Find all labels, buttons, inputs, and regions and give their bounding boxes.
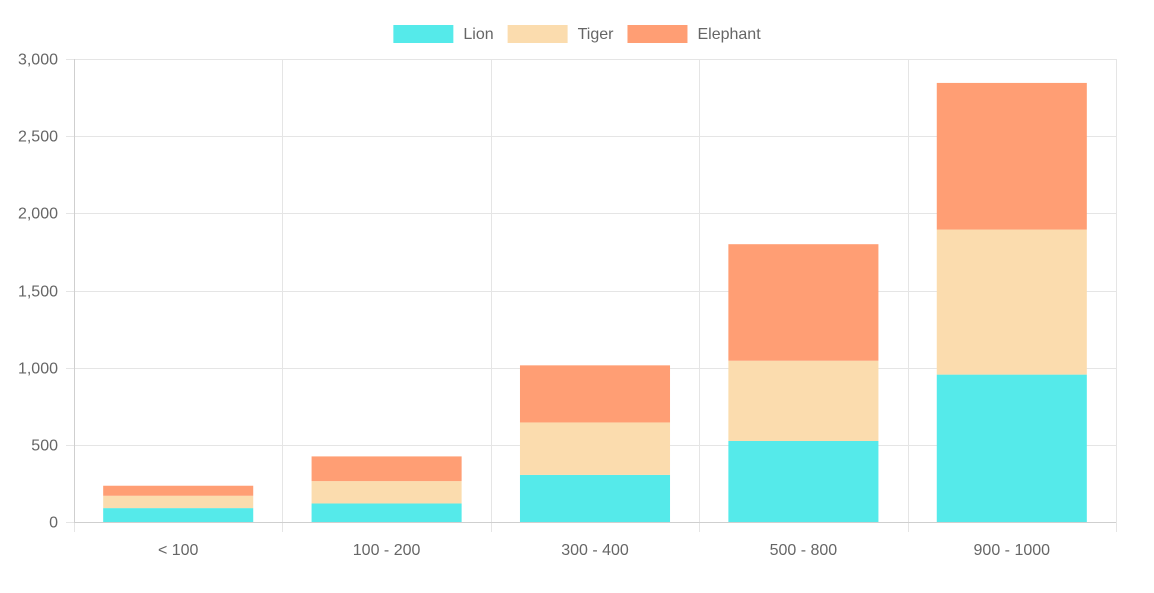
legend: Lion Tiger Elephant	[393, 25, 761, 43]
axis-layer: 0 500 1,000 1,500 2,000 2,500 3,000 < 100 100 - …	[18, 52, 1116, 559]
bar-elephant-1[interactable]	[311, 456, 462, 482]
bar-lion-4[interactable]	[936, 374, 1087, 522]
legend-label-elephant[interactable]: Elephant	[697, 26, 761, 43]
y-tick-label: 3,000	[18, 52, 58, 69]
y-tick-label: 2,000	[18, 206, 58, 223]
legend-swatch-lion[interactable]	[393, 25, 454, 43]
legend-swatch-tiger[interactable]	[507, 25, 568, 43]
x-tick-label: 500 - 800	[770, 542, 838, 559]
bar-tiger-3[interactable]	[728, 360, 879, 441]
bar-lion-0[interactable]	[103, 508, 254, 522]
bar-tiger-4[interactable]	[936, 229, 1087, 375]
bar-lion-2[interactable]	[519, 474, 671, 522]
legend-label-lion[interactable]: Lion	[463, 26, 493, 43]
y-tick-label: 500	[31, 438, 58, 455]
x-tick-label: 900 - 1000	[974, 542, 1051, 559]
bar-elephant-0[interactable]	[103, 485, 254, 496]
x-tick-label: 100 - 200	[353, 542, 421, 559]
bar-tiger-1[interactable]	[311, 481, 462, 504]
bar-lion-3[interactable]	[728, 440, 879, 522]
bar-elephant-3[interactable]	[728, 244, 879, 361]
x-tick-label: < 100	[158, 542, 199, 559]
y-tick-label: 1,000	[18, 361, 58, 378]
y-tick-label: 0	[49, 515, 58, 532]
y-tick-label: 1,500	[18, 284, 58, 301]
legend-swatch-elephant[interactable]	[627, 25, 688, 43]
legend-label-tiger[interactable]: Tiger	[578, 26, 615, 43]
bar-tiger-0[interactable]	[103, 495, 254, 509]
bar-lion-1[interactable]	[311, 503, 462, 522]
x-tick-label: 300 - 400	[561, 542, 629, 559]
grid-layer	[66, 59, 1117, 532]
bar-elephant-4[interactable]	[936, 82, 1087, 230]
bars-layer	[103, 82, 1087, 522]
bar-tiger-2[interactable]	[519, 422, 671, 475]
bar-elephant-2[interactable]	[519, 365, 671, 423]
y-tick-label: 2,500	[18, 129, 58, 146]
